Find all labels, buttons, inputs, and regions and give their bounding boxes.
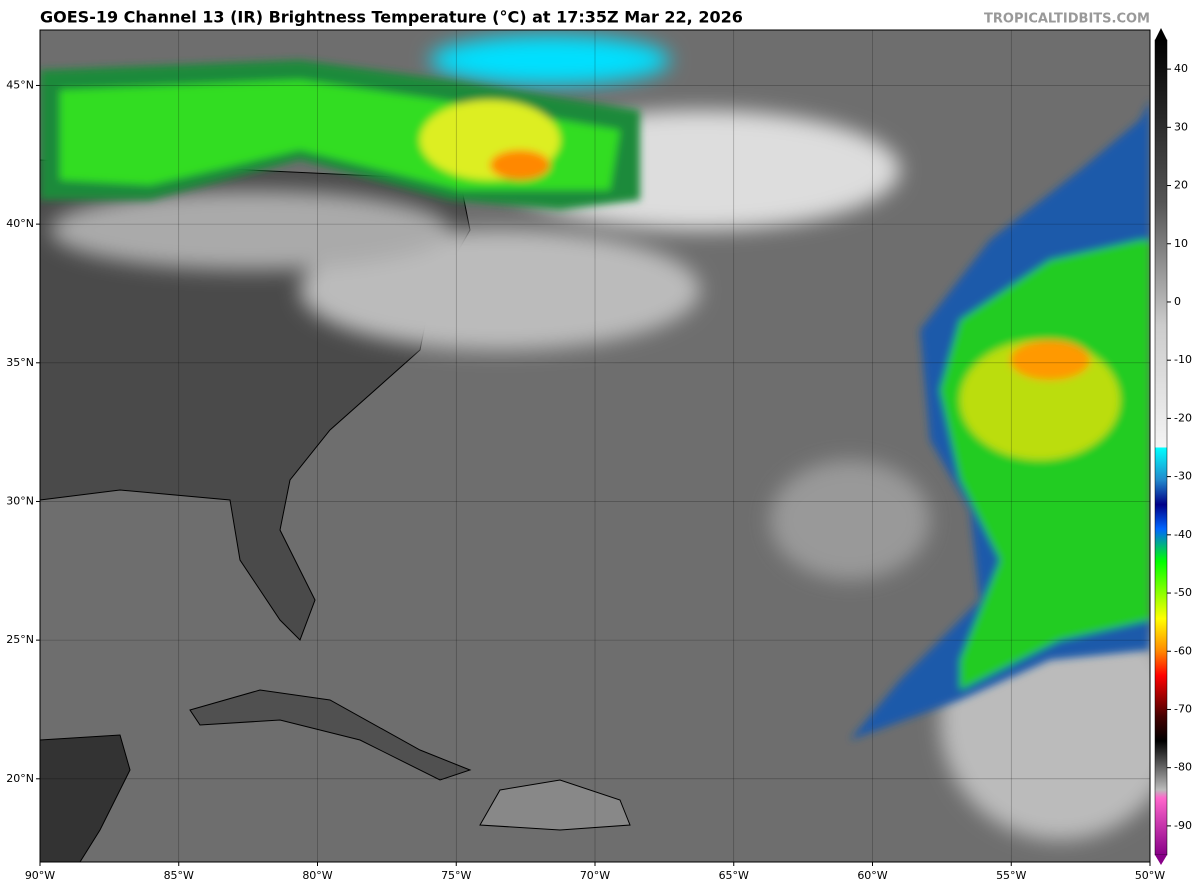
x-tick-label: 55°W (996, 869, 1026, 882)
x-tick-label: 85°W (164, 869, 194, 882)
y-tick-label: 25°N (6, 633, 34, 646)
colorbar-tick-label: -90 (1174, 819, 1192, 832)
colorbar-tick-label: -70 (1174, 702, 1192, 715)
colorbar-tick-label: 30 (1174, 120, 1188, 133)
y-tick-label: 20°N (6, 772, 34, 785)
satellite-image (40, 30, 1150, 862)
x-tick-label: 70°W (580, 869, 610, 882)
colorbar-tick-label: 10 (1174, 237, 1188, 250)
colorbar-tick-label: 0 (1174, 295, 1181, 308)
colorbar-tick-label: -30 (1174, 470, 1192, 483)
colorbar-tick-label: -20 (1174, 411, 1192, 424)
colorbar-tick-label: 40 (1174, 62, 1188, 75)
y-tick-label: 45°N (6, 78, 34, 91)
x-tick-label: 65°W (719, 869, 749, 882)
y-tick-label: 35°N (6, 356, 34, 369)
y-tick-label: 40°N (6, 217, 34, 230)
axes: 90°W 85°W 80°W 75°W 70°W 65°W 60°W 55°W 50°W 20°N… (6, 30, 1192, 882)
colorbar-tick-label: -80 (1174, 761, 1192, 774)
watermark: TROPICALTIDBITS.COM (984, 12, 1150, 27)
x-tick-label: 80°W (302, 869, 332, 882)
x-tick-label: 75°W (441, 869, 471, 882)
colorbar-tick-label: 20 (1174, 179, 1188, 192)
y-tick-label: 30°N (6, 494, 34, 507)
x-tick-label: 50°W (1135, 869, 1165, 882)
title: GOES-19 Channel 13 (IR) Brightness Tempe… (40, 8, 743, 27)
x-tick-label: 60°W (857, 869, 887, 882)
colorbar-tick-label: -50 (1174, 586, 1192, 599)
colorbar-tick-label: -10 (1174, 353, 1192, 366)
colorbar-tick-label: -40 (1174, 528, 1192, 541)
colorbar-tick-label: -60 (1174, 644, 1192, 657)
x-tick-label: 90°W (25, 869, 55, 882)
colorbar (1154, 28, 1168, 865)
